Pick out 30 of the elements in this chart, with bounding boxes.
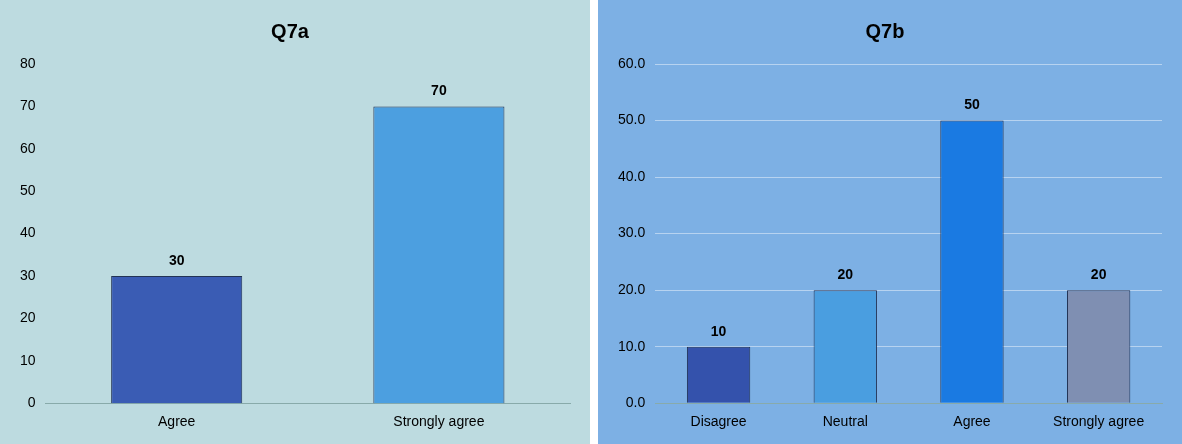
y-tick-label: 10.0 [618, 337, 646, 354]
chart-title: Q7b [865, 19, 905, 42]
y-tick-label: 70 [19, 97, 36, 114]
data-label: 30 [168, 251, 185, 268]
data-label: 70 [431, 82, 447, 99]
x-tick-label: Strongly agree [393, 413, 485, 430]
chart-title: Q7a [271, 19, 310, 42]
y-tick-label: 40.0 [618, 167, 646, 184]
y-tick-label: 40 [19, 224, 36, 241]
y-tick-label: 80 [19, 54, 36, 71]
x-tick-label: Disagree [690, 413, 747, 430]
x-tick-label: Neutral [822, 413, 868, 430]
data-label: 20 [837, 265, 854, 282]
x-tick-label: Strongly agree [1053, 413, 1145, 430]
x-tick-label: Agree [158, 413, 196, 430]
x-tick-label: Agree [953, 413, 991, 430]
y-tick-label: 30.0 [618, 224, 646, 241]
y-tick-label: 60.0 [618, 54, 646, 71]
y-tick-label: 0.0 [625, 394, 646, 411]
y-tick-label: 0 [27, 394, 36, 411]
data-label: 20 [1090, 265, 1107, 282]
y-tick-label: 60 [19, 139, 36, 156]
y-tick-label: 10 [19, 351, 36, 368]
y-tick-label: 20.0 [618, 280, 646, 297]
y-tick-label: 50.0 [618, 111, 646, 128]
y-tick-label: 30 [19, 266, 36, 283]
y-tick-label: 20 [19, 309, 36, 326]
data-label: 50 [964, 96, 980, 113]
data-label: 10 [710, 322, 727, 339]
y-tick-label: 50 [19, 182, 36, 199]
